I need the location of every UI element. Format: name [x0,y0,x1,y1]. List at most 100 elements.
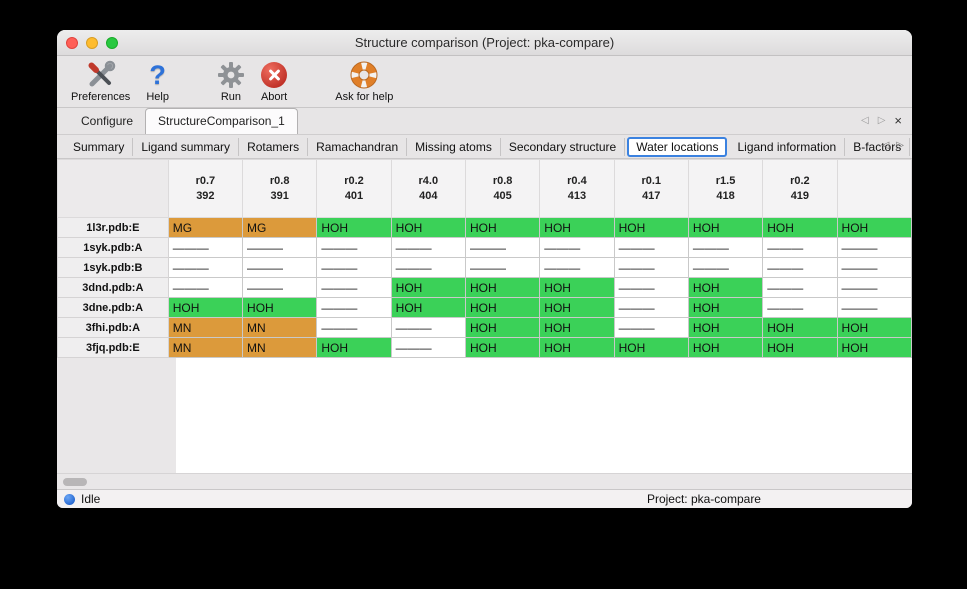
table-cell[interactable]: MG [167,217,244,238]
tab-b-factors[interactable]: B-factors [845,137,911,156]
table-cell[interactable]: HOH [316,337,392,358]
tab-forward-icon[interactable]: ▷ [877,115,886,126]
ask-for-help-button[interactable]: Ask for help [335,59,393,103]
table-cell[interactable]: ——— [167,237,244,258]
row-label[interactable]: 3fjq.pdb:E [57,337,169,358]
table-cell[interactable]: MG [242,217,318,238]
table-cell[interactable]: ——— [316,277,392,298]
run-button[interactable]: Run [217,59,245,103]
row-label[interactable]: 1syk.pdb:A [57,237,169,258]
table-cell[interactable]: ——— [242,257,318,278]
table-cell[interactable]: ——— [539,257,615,278]
column-header[interactable]: r4.0 404 [390,159,466,218]
horizontal-scrollbar[interactable] [57,473,912,489]
tab-ligand-information[interactable]: Ligand information [729,137,846,156]
table-cell[interactable]: ——— [613,317,689,338]
table-cell[interactable]: HOH [687,317,764,338]
table-cell[interactable]: HOH [167,297,244,318]
tab-missing-atoms[interactable]: Missing atoms [407,137,501,156]
table-cell[interactable]: ——— [836,237,912,258]
abort-button[interactable]: Abort [261,59,287,103]
table-cell[interactable]: HOH [687,297,764,318]
table-cell[interactable]: MN [242,337,318,358]
table-cell[interactable]: HOH [539,337,615,358]
tab-water-locations[interactable]: Water locations [627,136,728,157]
help-button[interactable]: ? Help [146,59,169,103]
table-cell[interactable]: HOH [464,297,541,318]
table-cell[interactable]: MN [242,317,318,338]
table-cell[interactable]: HOH [613,337,689,358]
table-cell[interactable]: ——— [687,237,764,258]
table-cell[interactable]: ——— [613,277,689,298]
tab-secondary-structure[interactable]: Secondary structure [501,137,626,156]
table-cell[interactable]: HOH [836,337,912,358]
tab-ramachandran[interactable]: Ramachandran [308,137,408,156]
table-cell[interactable]: HOH [539,297,615,318]
column-header[interactable]: r0.8 391 [242,159,318,218]
table-cell[interactable]: ——— [390,237,466,258]
tab-summary[interactable]: Summary [65,137,134,156]
table-cell[interactable]: ——— [167,277,244,298]
row-label[interactable]: 3dnd.pdb:A [57,277,169,298]
minimize-window-button[interactable] [86,37,98,49]
scrollbar-thumb[interactable] [63,478,87,486]
table-cell[interactable]: ——— [836,277,912,298]
table-cell[interactable]: HOH [762,217,838,238]
table-cell[interactable]: HOH [687,337,764,358]
table-cell[interactable]: HOH [464,337,541,358]
tabs2-back-icon[interactable]: ◁ [881,140,890,151]
titlebar[interactable]: Structure comparison (Project: pka-compa… [57,30,912,56]
tab-structurecomparison-1[interactable]: StructureComparison_1 [145,108,298,134]
zoom-window-button[interactable] [106,37,118,49]
table-cell[interactable]: HOH [836,217,912,238]
table-cell[interactable]: ——— [687,257,764,278]
column-header[interactable] [836,159,912,218]
close-window-button[interactable] [66,37,78,49]
table-cell[interactable]: ——— [762,237,838,258]
table-cell[interactable]: MN [167,317,244,338]
table-cell[interactable]: HOH [390,277,466,298]
table-cell[interactable]: ——— [464,257,541,278]
table-cell[interactable]: HOH [613,217,689,238]
table-cell[interactable]: HOH [539,317,615,338]
tab-ligand-summary[interactable]: Ligand summary [133,137,240,156]
column-header[interactable]: r1.5 418 [687,159,764,218]
column-header[interactable]: r0.8 405 [464,159,541,218]
table-cell[interactable]: ——— [316,297,392,318]
table-cell[interactable]: ——— [390,337,466,358]
table-cell[interactable]: HOH [464,317,541,338]
tabs2-forward-icon[interactable]: ▷ [896,140,904,151]
table-cell[interactable]: ——— [836,257,912,278]
table-cell[interactable]: ——— [613,297,689,318]
table-cell[interactable]: ——— [464,237,541,258]
row-label[interactable]: 3fhi.pdb:A [57,317,169,338]
table-cell[interactable]: HOH [464,277,541,298]
table-cell[interactable]: HOH [390,297,466,318]
column-header[interactable]: r0.2 401 [316,159,392,218]
table-cell[interactable]: HOH [242,297,318,318]
tab-configure[interactable]: Configure [81,114,134,128]
table-cell[interactable]: ——— [242,277,318,298]
table-cell[interactable]: HOH [762,317,838,338]
table-cell[interactable]: ——— [836,297,912,318]
table-cell[interactable]: HOH [539,277,615,298]
table-cell[interactable]: HOH [390,217,466,238]
column-header[interactable]: r0.7 392 [167,159,244,218]
table-cell[interactable]: ——— [316,257,392,278]
table-cell[interactable]: HOH [316,217,392,238]
table-cell[interactable]: ——— [390,317,466,338]
tab-close-icon[interactable]: × [894,112,902,128]
table-cell[interactable]: ——— [762,257,838,278]
table-cell[interactable]: ——— [539,237,615,258]
preferences-button[interactable]: Preferences [71,59,130,103]
column-header[interactable]: r0.4 413 [539,159,615,218]
table-cell[interactable]: MN [167,337,244,358]
row-label[interactable]: 3dne.pdb:A [57,297,169,318]
table-cell[interactable]: HOH [464,217,541,238]
table-cell[interactable]: ——— [613,257,689,278]
table-cell[interactable]: ——— [390,257,466,278]
table-cell[interactable]: ——— [316,237,392,258]
table-cell[interactable]: HOH [762,337,838,358]
column-header[interactable]: r0.2 419 [762,159,838,218]
table-cell[interactable]: ——— [316,317,392,338]
